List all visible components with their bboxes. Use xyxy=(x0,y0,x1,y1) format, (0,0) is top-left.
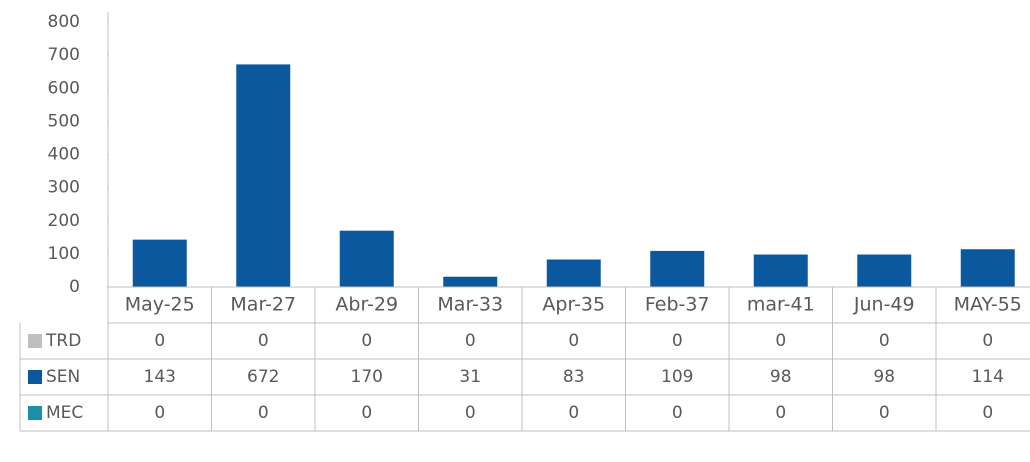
table-value: 672 xyxy=(247,367,279,387)
table-value: 0 xyxy=(258,331,269,351)
legend-label: TRD xyxy=(45,331,81,351)
table-value: 0 xyxy=(672,331,683,351)
table-value: 170 xyxy=(351,367,383,387)
table-value: 0 xyxy=(154,331,165,351)
x-tick-label: May-25 xyxy=(125,294,195,316)
table-value: 114 xyxy=(972,367,1004,387)
table-value: 0 xyxy=(775,331,786,351)
legend-label: SEN xyxy=(46,367,80,387)
bar xyxy=(753,254,808,287)
y-tick-label: 400 xyxy=(48,145,80,165)
table-value: 98 xyxy=(873,367,895,387)
table-value: 98 xyxy=(770,367,792,387)
x-tick-label: Apr-35 xyxy=(542,294,605,316)
bar xyxy=(132,239,187,287)
bar xyxy=(236,64,291,288)
x-tick-label: Feb-37 xyxy=(645,294,710,316)
bar xyxy=(546,259,601,287)
x-tick-label: Jun-49 xyxy=(853,294,915,316)
y-tick-label: 800 xyxy=(48,12,80,32)
table-value: 0 xyxy=(361,403,372,423)
table-value: 31 xyxy=(459,367,481,387)
legend-swatch xyxy=(28,370,42,384)
x-tick-label: mar-41 xyxy=(747,294,815,316)
y-tick-label: 300 xyxy=(48,178,80,198)
table-value: 0 xyxy=(568,331,579,351)
table-value: 0 xyxy=(879,331,890,351)
table-value: 0 xyxy=(982,331,993,351)
table-value: 143 xyxy=(144,367,176,387)
y-tick-label: 600 xyxy=(48,78,80,98)
bar xyxy=(650,250,705,287)
table-value: 0 xyxy=(465,403,476,423)
table-value: 0 xyxy=(568,403,579,423)
table-value: 0 xyxy=(465,331,476,351)
legend-swatch xyxy=(28,334,42,348)
x-tick-label: Mar-33 xyxy=(437,294,503,316)
y-tick-label: 100 xyxy=(48,244,80,264)
table-value: 0 xyxy=(672,403,683,423)
bar xyxy=(857,254,912,287)
y-tick-label: 200 xyxy=(48,211,80,231)
table-value: 109 xyxy=(661,367,693,387)
legend-swatch xyxy=(28,406,42,420)
bar xyxy=(339,230,394,287)
bar xyxy=(960,249,1015,287)
legend-label: MEC xyxy=(46,403,83,423)
table-value: 0 xyxy=(775,403,786,423)
table-value: 0 xyxy=(879,403,890,423)
y-tick-label: 500 xyxy=(48,111,80,131)
y-tick-label: 700 xyxy=(48,45,80,65)
table-value: 83 xyxy=(563,367,585,387)
table-value: 0 xyxy=(361,331,372,351)
x-tick-label: Abr-29 xyxy=(335,294,398,316)
x-tick-label: MAY-55 xyxy=(954,294,1022,316)
x-tick-label: Mar-27 xyxy=(230,294,296,316)
table-value: 0 xyxy=(258,403,269,423)
table-value: 0 xyxy=(154,403,165,423)
y-tick-label: 0 xyxy=(69,277,80,297)
bar xyxy=(443,276,498,287)
table-value: 0 xyxy=(982,403,993,423)
